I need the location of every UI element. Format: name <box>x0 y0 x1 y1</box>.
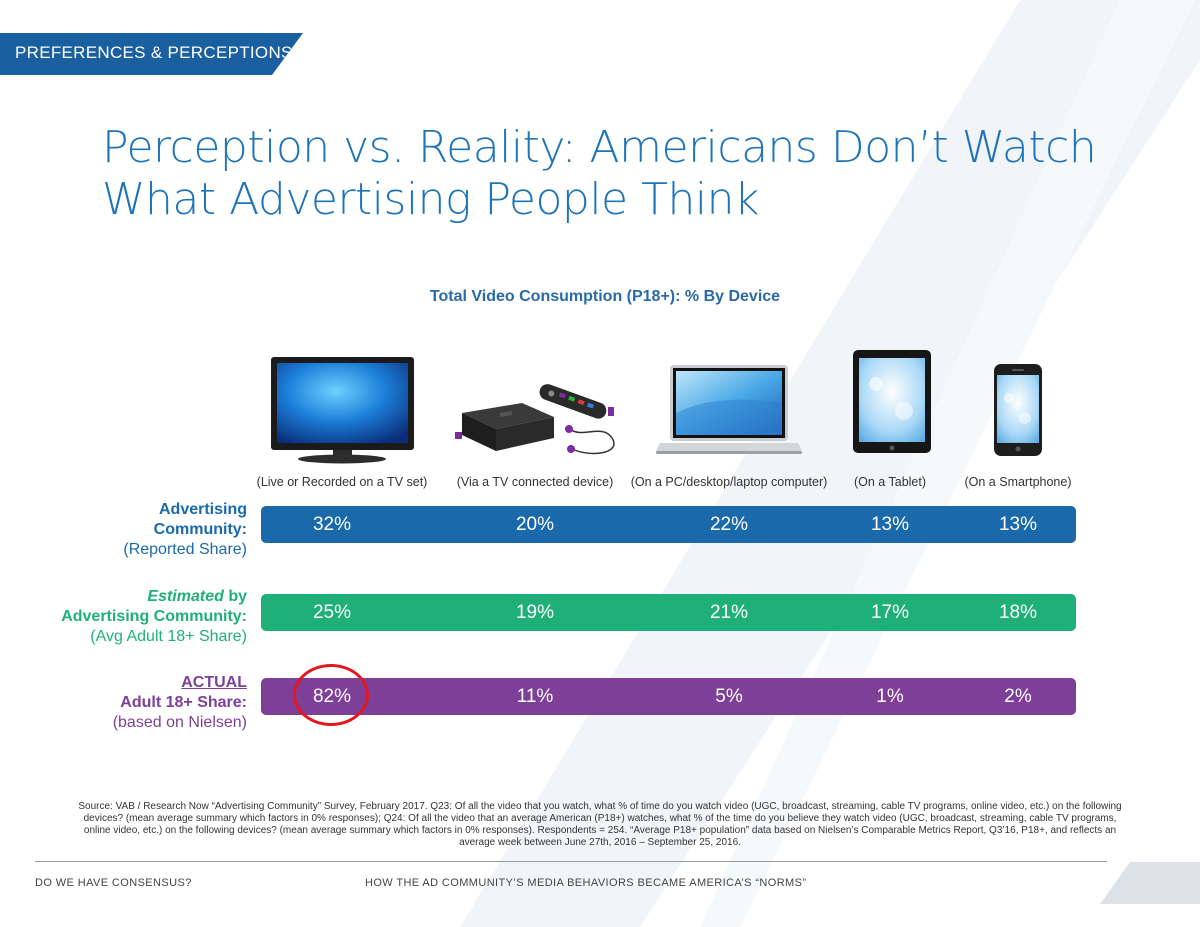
laptop-icon <box>656 365 802 454</box>
row-label-line: Adult 18+ Share: <box>120 694 247 711</box>
bar-value: 18% <box>998 602 1038 623</box>
row-label-line: Advertising Community: <box>61 608 247 625</box>
section-tag: PREFERENCES & PERCEPTIONS <box>15 43 293 62</box>
title-line-1: Perception vs. Reality: Americans Don’t … <box>102 122 1097 173</box>
row-label-line: Estimated by <box>61 587 247 607</box>
chart-title: Total Video Consumption (P18+): % By Dev… <box>429 288 781 305</box>
streaming-box-icon <box>455 384 615 455</box>
bar-value: 13% <box>998 514 1038 535</box>
row-label-line: Advertising <box>158 501 247 518</box>
section-banner: PREFERENCES & PERCEPTIONS <box>0 33 305 75</box>
bar-actual-share: 82% 11% 5% 1% 2% <box>261 678 1076 715</box>
bar-value: 17% <box>870 602 910 623</box>
bar-value: 20% <box>515 514 555 535</box>
smartphone-icon <box>994 364 1042 456</box>
source-note: Source: VAB / Research Now “Advertising … <box>78 801 1122 848</box>
footer-divider <box>35 861 1107 862</box>
row-label-reported: Advertising Community: (Reported Share) <box>123 500 247 560</box>
device-label-computer: (On a PC/desktop/laptop computer) <box>630 475 828 489</box>
row-label-subtext: (Reported Share) <box>123 541 247 558</box>
row-label-line: ACTUAL <box>181 674 247 691</box>
tv-icon <box>271 357 414 464</box>
bar-value: 21% <box>709 602 749 623</box>
bar-value: 22% <box>709 514 749 535</box>
bar-value: 11% <box>516 686 554 707</box>
device-label-tv: (Live or Recorded on a TV set) <box>256 475 428 489</box>
row-label-line: Community: <box>153 521 247 538</box>
device-label-smartphone: (On a Smartphone) <box>964 475 1072 489</box>
bar-value: 1% <box>876 686 904 707</box>
bar-reported-share: 32% 20% 22% 13% 13% <box>261 506 1076 543</box>
title-line-2: What Advertising People Think <box>102 174 759 225</box>
row-label-subtext: (based on Nielsen) <box>112 714 247 731</box>
row-label-subtext: (Avg Adult 18+ Share) <box>90 628 247 645</box>
bar-estimated-share: 25% 19% 21% 17% 18% <box>261 594 1076 631</box>
row-label-estimated: Estimated by Advertising Community: (Avg… <box>61 587 247 647</box>
row-label-emphasis: Estimated <box>147 588 224 605</box>
row-label-actual: ACTUAL Adult 18+ Share: (based on Nielse… <box>113 673 247 733</box>
footer-center: HOW THE AD COMMUNITY’S MEDIA BEHAVIORS B… <box>365 877 807 889</box>
footer-left: DO WE HAVE CONSENSUS? <box>35 877 192 889</box>
bar-value: 19% <box>515 602 555 623</box>
row-label-line-rest: by <box>223 588 247 605</box>
bar-value: 32% <box>312 514 352 535</box>
page-title: Perception vs. Reality: Americans Don’t … <box>102 122 1102 226</box>
highlight-circle <box>293 664 369 726</box>
device-label-connected-device: (Via a TV connected device) <box>456 475 614 489</box>
tablet-icon <box>853 350 931 453</box>
bar-value: 25% <box>312 602 352 623</box>
footer-corner-decoration <box>1100 862 1200 904</box>
bar-value: 5% <box>715 686 743 707</box>
bar-value: 13% <box>870 514 910 535</box>
bar-value: 2% <box>1004 686 1032 707</box>
device-label-tablet: (On a Tablet) <box>853 475 927 489</box>
